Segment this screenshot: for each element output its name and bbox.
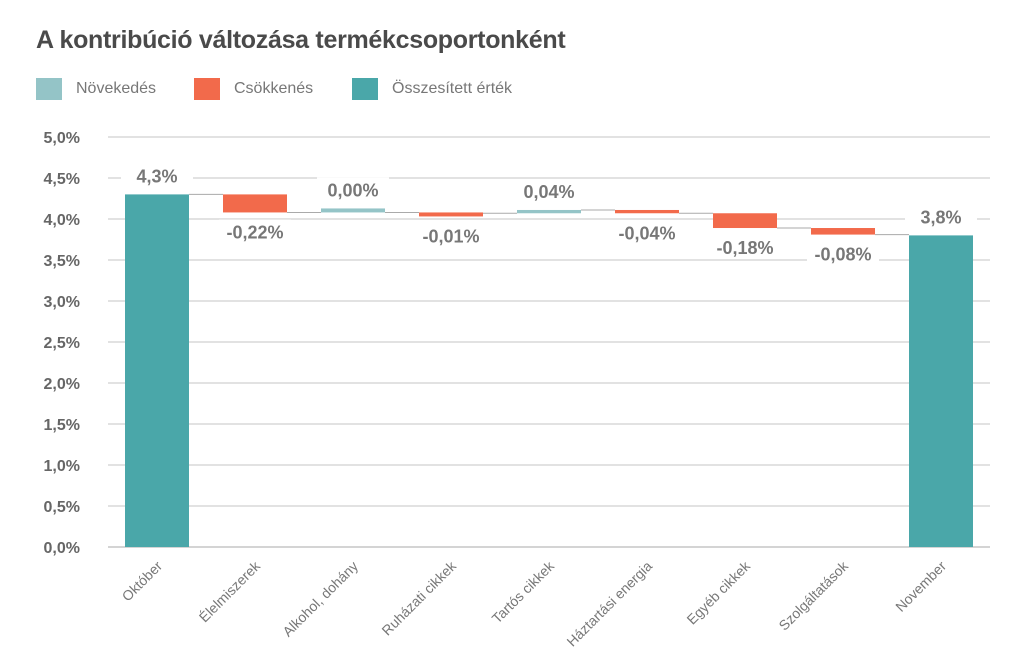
bar-total bbox=[125, 194, 189, 547]
bar-decrease bbox=[223, 194, 287, 213]
bar-total bbox=[909, 235, 973, 547]
y-tick-label: 0,0% bbox=[44, 540, 80, 557]
legend-swatch bbox=[352, 78, 378, 100]
legend-label: Növekedés bbox=[76, 80, 157, 97]
y-tick-label: 5,0% bbox=[44, 130, 80, 147]
data-label: 0,04% bbox=[523, 182, 574, 202]
legend-label: Összesített érték bbox=[392, 80, 513, 97]
data-label-bg bbox=[513, 178, 585, 203]
y-tick-label: 0,5% bbox=[44, 499, 80, 516]
bar-decrease bbox=[713, 213, 777, 229]
data-label: -0,01% bbox=[422, 226, 479, 246]
data-label: 3,8% bbox=[920, 207, 961, 227]
x-tick-label: Élelmiszerek bbox=[196, 557, 264, 625]
chart-title: A kontribúció változása termékcsoportonk… bbox=[36, 26, 566, 54]
data-label-bg bbox=[807, 241, 879, 266]
data-label-bg bbox=[905, 204, 977, 229]
y-tick-label: 3,5% bbox=[44, 253, 80, 270]
bar-decrease bbox=[419, 212, 483, 217]
y-tick-label: 2,5% bbox=[44, 335, 80, 352]
data-label: -0,18% bbox=[716, 238, 773, 258]
y-tick-label: 4,0% bbox=[44, 212, 80, 229]
x-tick-label: Ruházati cikkek bbox=[378, 557, 459, 638]
x-tick-label: Egyéb cikkek bbox=[683, 557, 753, 627]
data-label: -0,22% bbox=[226, 222, 283, 242]
legend-swatch bbox=[194, 78, 220, 100]
data-label: 0,00% bbox=[327, 180, 378, 200]
data-label: -0,08% bbox=[814, 245, 871, 265]
legend-decrease: Csökkenés bbox=[194, 78, 313, 100]
legend-total: Összesített érték bbox=[352, 78, 512, 100]
data-label: 4,3% bbox=[136, 166, 177, 186]
y-tick-label: 2,0% bbox=[44, 376, 80, 393]
bar-decrease bbox=[615, 209, 679, 214]
legend-label: Csökkenés bbox=[234, 80, 314, 97]
data-label-bg bbox=[709, 235, 781, 260]
data-label: -0,04% bbox=[618, 223, 675, 243]
x-tick-label: Tartós cikkek bbox=[489, 557, 558, 626]
data-label-bg bbox=[121, 163, 193, 188]
bar-decrease bbox=[811, 228, 875, 235]
data-label-bg bbox=[611, 220, 683, 245]
legend-increase: Növekedés bbox=[36, 78, 156, 100]
bar-increase bbox=[517, 209, 581, 214]
data-label-bg bbox=[219, 219, 291, 244]
x-tick-label: Háztartási energia bbox=[563, 558, 655, 650]
x-tick-label: Szolgáltatások bbox=[775, 557, 851, 633]
x-tick-label: November bbox=[892, 558, 949, 615]
legend-swatch bbox=[36, 78, 62, 100]
y-tick-label: 1,5% bbox=[44, 417, 80, 434]
y-tick-label: 1,0% bbox=[44, 458, 80, 475]
bar-increase bbox=[321, 208, 385, 213]
x-tick-label: Október bbox=[119, 558, 166, 605]
x-tick-label: Alkohol, dohány bbox=[279, 558, 361, 640]
y-tick-label: 3,0% bbox=[44, 294, 80, 311]
data-label-bg bbox=[317, 177, 389, 202]
y-tick-label: 4,5% bbox=[44, 171, 80, 188]
data-label-bg bbox=[415, 223, 487, 248]
